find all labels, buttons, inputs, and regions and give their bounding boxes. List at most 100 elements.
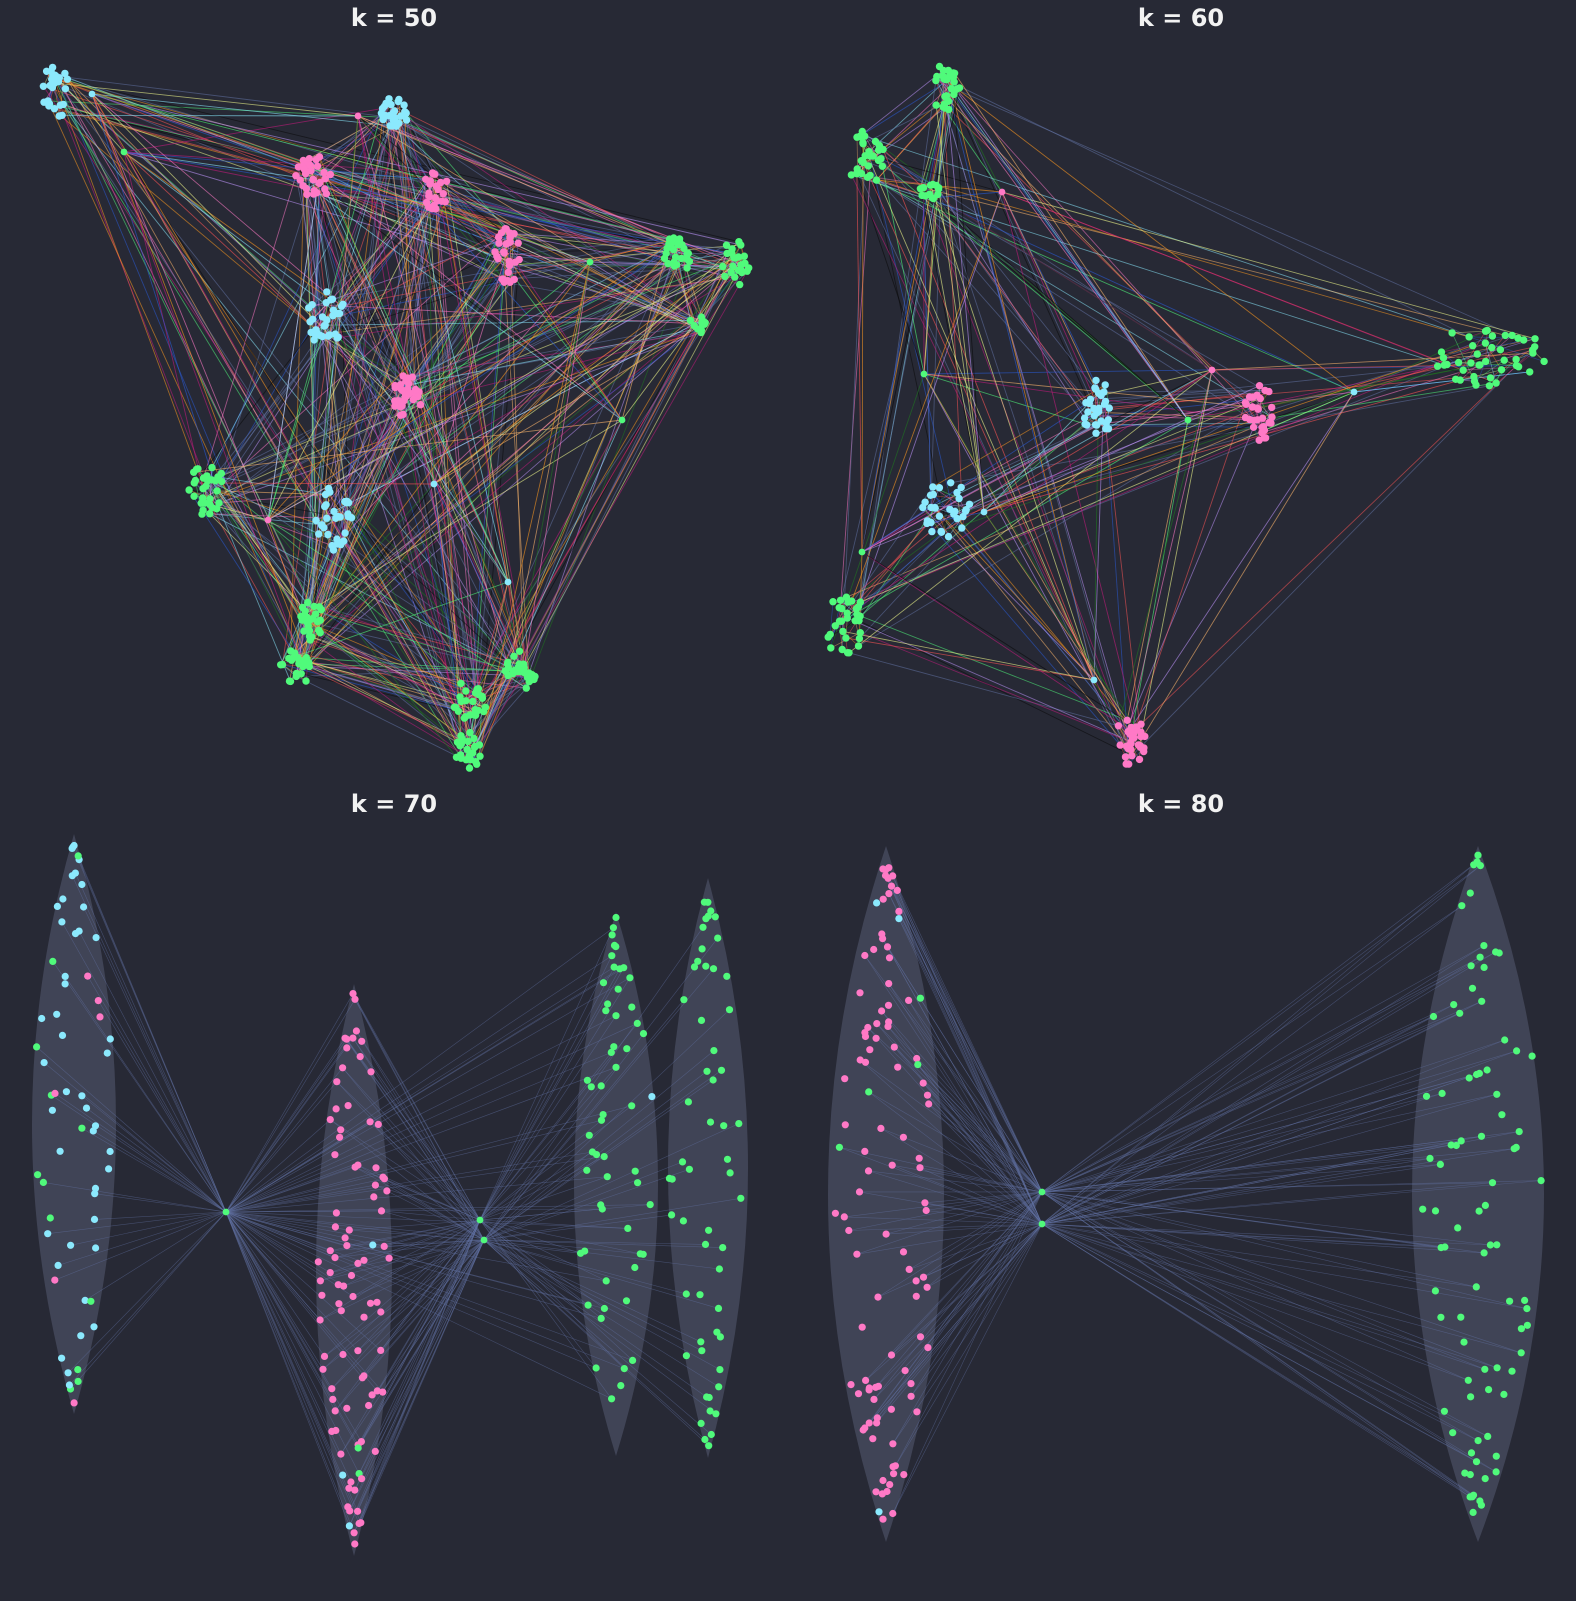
graph-edge [225,1204,651,1213]
connector-node [476,1216,484,1224]
graph-edge [91,93,218,492]
graph-node [326,1116,334,1124]
graph-edge [923,373,1253,408]
graph-node [185,486,193,494]
graph-node [674,240,682,249]
graph-node [373,1387,381,1395]
graph-node [58,1031,67,1039]
graph-node [1496,346,1505,354]
graph-node [610,963,618,971]
graph-node [331,1254,339,1262]
graph-edge [55,75,395,119]
graph-edge [519,261,591,652]
graph-edge [267,182,442,521]
graph-node [628,1102,636,1110]
graph-node [1431,1287,1439,1295]
graph-edge [216,179,314,492]
graph-node [717,1066,726,1074]
graph-node [92,1244,100,1252]
graph-edge [48,105,317,331]
graph-edge [858,507,936,622]
graph-edge [1041,1182,1493,1225]
graph-node [701,1435,709,1444]
graph-node [947,479,955,487]
graph-edge [476,243,519,690]
graph-node [1448,329,1456,337]
graph-edge [401,257,735,390]
graph-node [581,1247,589,1255]
graph-edge [1264,391,1355,431]
graph-node [1492,1452,1500,1460]
graph-edge [394,110,509,583]
graph-edge [225,1156,605,1213]
graph-edge [856,173,863,553]
graph-edge [1095,398,1261,434]
graph-edge [892,1191,1043,1444]
graph-node [1122,760,1130,768]
graph-node [899,1133,908,1141]
graph-node [349,1034,357,1042]
graph-edge [302,666,475,748]
graph-node [697,313,706,321]
graph-edge [267,257,735,521]
graph-edge [330,1119,481,1221]
graph-node [520,668,528,677]
graph-node [697,1419,705,1427]
graph-edge [1041,1131,1520,1225]
graph-node [360,1256,368,1264]
graph-node [454,707,462,715]
graph-node [847,1381,855,1389]
graph-edge [960,412,1098,488]
graph-node [1485,1386,1493,1394]
graph-edge [845,637,1095,681]
graph-node [49,957,57,966]
graph-node [1480,1249,1488,1257]
graph-node [907,1392,915,1400]
graph-node [462,697,470,705]
graph-edge [483,1239,723,1248]
graph-edge [1140,349,1533,725]
graph-edge [309,639,471,760]
graph-node [1458,902,1466,910]
graph-edge [1041,905,1462,1225]
graph-edge [1041,1158,1431,1193]
graph-edge [93,1130,227,1213]
graph-edge [1104,384,1110,409]
graph-node [870,1395,878,1403]
graph-edge [225,1211,607,1282]
graph-node [1485,382,1494,390]
graph-edge [357,1164,481,1221]
graph-edge [846,426,1254,598]
graph-node [624,1224,632,1232]
graph-edge [483,1239,719,1309]
graph-node [313,189,321,197]
graph-edge [94,1211,227,1220]
graph-edge [479,1208,603,1221]
graph-node [309,175,317,184]
graph-node [305,626,314,635]
graph-node [340,1282,348,1290]
graph-node [1469,1508,1477,1516]
graph-edge [1451,332,1475,382]
graph-node [855,634,864,643]
graph-node [478,694,487,702]
graph-node [1136,743,1145,751]
graph-edge [922,187,1189,421]
graph-edge [431,208,623,421]
graph-edge [876,179,1264,428]
graph-edge [193,388,408,497]
graph-node [458,735,466,743]
graph-node [495,239,503,247]
graph-node [629,1356,637,1364]
graph-node [344,513,352,521]
graph-node [314,1258,322,1266]
graph-edge [225,1211,359,1351]
graph-node [106,1147,114,1156]
graph-node [62,1088,70,1096]
graph-edge [892,875,1043,1193]
graph-edge [123,151,467,760]
graph-node [1127,745,1135,754]
graph-edge [46,71,218,509]
graph-edge [123,151,433,174]
graph-edge [922,1082,1043,1225]
